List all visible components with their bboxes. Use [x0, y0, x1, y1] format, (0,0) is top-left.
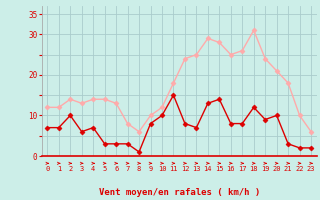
X-axis label: Vent moyen/en rafales ( km/h ): Vent moyen/en rafales ( km/h ): [99, 188, 260, 197]
